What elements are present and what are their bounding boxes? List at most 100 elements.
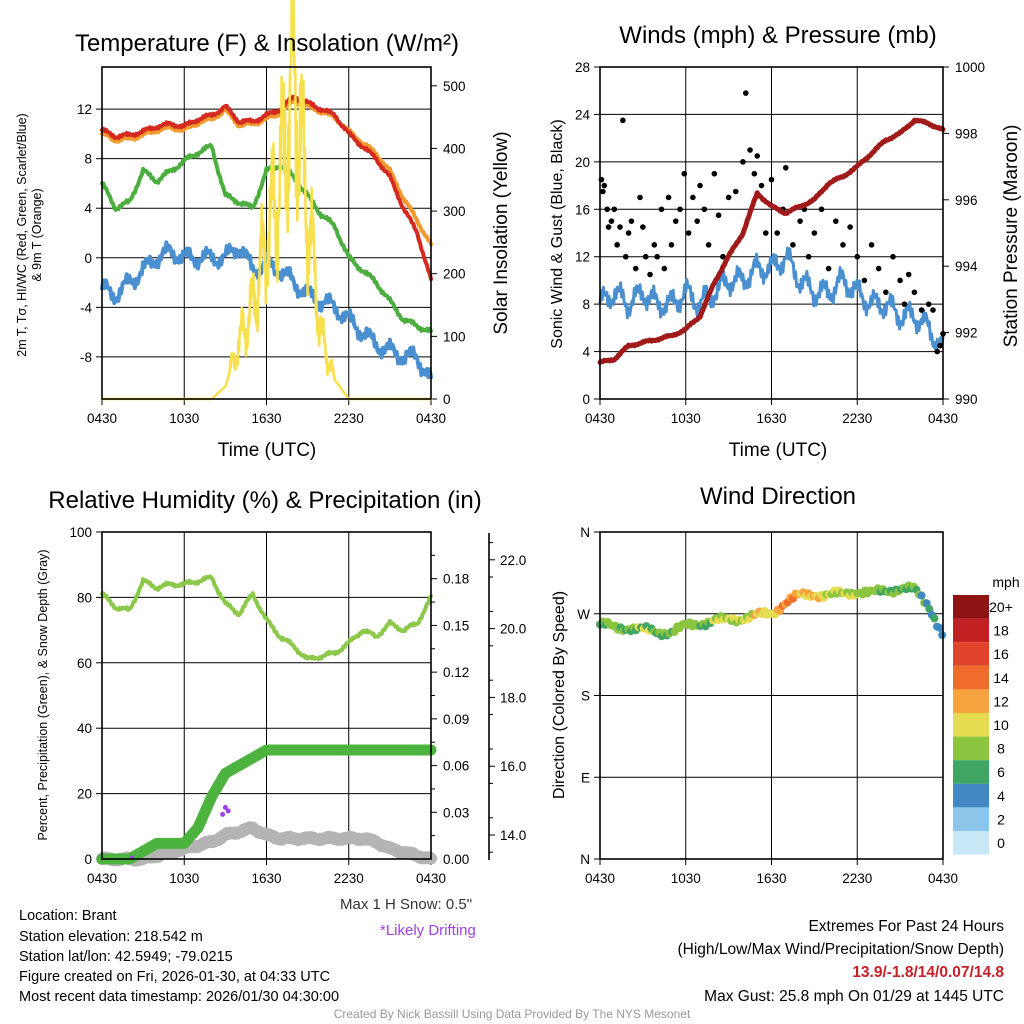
gust-point	[642, 253, 649, 260]
extremes-legend: (High/Low/Max Wind/Precipitation/Snow De…	[677, 941, 1005, 958]
wind-left-ytick-label: 8	[582, 297, 590, 312]
wind-xtick-label: 1630	[756, 411, 786, 426]
colorbar-swatch	[953, 618, 989, 643]
gust-point	[925, 301, 932, 307]
gust-point	[868, 242, 875, 248]
wind-left-ytick-label: 4	[582, 345, 590, 360]
rh-left-ytick-label: 20	[77, 787, 92, 802]
rh-left-ytick-label: 100	[69, 525, 92, 540]
direction-point	[938, 631, 947, 640]
gust-point	[720, 253, 726, 260]
series-red	[100, 94, 433, 282]
gust-point	[758, 182, 765, 189]
direction-point	[917, 591, 926, 600]
dir-title: Wind Direction	[699, 483, 857, 510]
rh-left-ytick-label: 0	[84, 852, 92, 867]
gust-point	[790, 242, 796, 248]
direction-point	[930, 614, 939, 623]
temp-ylabel-right: Solar Insolation (Yellow)	[491, 131, 512, 335]
gust-point	[897, 277, 903, 284]
gust-point	[742, 90, 749, 96]
gust-point	[711, 170, 718, 177]
wind-left-ytick-label: 28	[575, 60, 590, 75]
wind-xlabel: Time (UTC)	[728, 440, 828, 461]
wind-title: Winds (mph) & Pressure (mb)	[619, 22, 937, 49]
info-latlon: Station lat/lon: 42.5949; -79.0215	[19, 949, 233, 965]
dir-xtick-label: 2230	[842, 871, 872, 886]
gust-point	[840, 242, 846, 248]
rh-xtick-label: 1630	[251, 871, 281, 886]
gust-point	[654, 253, 660, 260]
drifting-point	[222, 804, 228, 810]
wind-right-ytick-label: 996	[955, 193, 978, 208]
colorbar-label: 18	[993, 623, 1009, 639]
gust-point	[661, 265, 668, 272]
wind-right-ytick-label: 992	[955, 326, 978, 341]
gust-point	[685, 230, 692, 236]
temp-xtick-label: 2230	[334, 411, 364, 426]
temp-right-ytick-label: 500	[443, 79, 466, 94]
dir-xtick-label: 1630	[756, 871, 786, 886]
colorbar-label: 6	[997, 764, 1005, 780]
gust-point	[754, 153, 761, 159]
info-elevation: Station elevation: 218.542 m	[19, 929, 203, 945]
gust-point	[797, 218, 803, 224]
direction-point	[935, 623, 944, 632]
gust-point	[774, 230, 781, 236]
colorbar-swatch	[953, 665, 989, 690]
gust-point	[681, 170, 688, 177]
gust-point	[605, 224, 612, 230]
wind-right-ytick-label: 990	[955, 392, 978, 407]
temp-left-ytick-label: 0	[84, 251, 92, 266]
extremes-title: Extremes For Past 24 Hours	[808, 918, 1004, 935]
temp-ylabel: 2m T, Tσ, HI/WC (Red, Green, Scarlet/Blu…	[15, 55, 45, 415]
gust-point	[740, 159, 746, 165]
colorbar-swatch	[953, 783, 989, 808]
colorbar-label: 12	[993, 693, 1009, 709]
temp-right-ytick-label: 0	[443, 392, 451, 407]
temp-axes	[101, 67, 432, 405]
gust-point	[847, 224, 853, 230]
precip-ytick-label: 0.18	[443, 572, 469, 587]
rh-xtick-label: 0430	[416, 871, 446, 886]
temp-xtick-label: 1030	[169, 411, 199, 426]
gust-point	[600, 188, 606, 195]
rh-xtick-label: 1030	[169, 871, 199, 886]
gust-point	[651, 242, 658, 248]
gust-point	[640, 224, 646, 230]
dir-ytick-label-S: S	[581, 689, 590, 704]
wind-right-ytick-label: 1000	[955, 60, 985, 75]
colorbar-label: 8	[997, 741, 1005, 757]
gust-point	[625, 230, 632, 236]
dir-axes	[599, 532, 944, 865]
precip-ytick-label: 0.06	[443, 759, 469, 774]
wind-xtick-label: 2230	[842, 411, 872, 426]
gust-point	[725, 194, 732, 201]
dir-ytick-label-W: W	[577, 607, 590, 622]
gust-point	[617, 224, 623, 230]
info-created: Figure created on Fri, 2026-01-30, at 04…	[19, 969, 331, 985]
drifting-point	[225, 808, 231, 814]
gust-point	[861, 277, 868, 284]
gust-point	[677, 206, 683, 213]
gust-point	[658, 206, 665, 213]
gust-point	[732, 188, 739, 195]
wind-left-ytick-label: 16	[575, 202, 590, 217]
series-snow-depth	[96, 821, 437, 867]
gust-point	[825, 265, 832, 272]
precip-ytick-label: 0.03	[443, 805, 469, 820]
snow-ytick-label: 20.0	[500, 622, 526, 637]
rh-frame	[101, 531, 432, 860]
gust-point	[918, 307, 925, 313]
temp-ylabel-line1: 2m T, Tσ, HI/WC (Red, Green, Scarlet/Blu…	[15, 113, 29, 357]
dir-ytick-label-E: E	[581, 770, 590, 785]
snow-ytick-label: 22.0	[500, 553, 526, 568]
colorbar-swatch	[953, 713, 989, 737]
gust-point	[811, 230, 818, 236]
colorbar-label: 2	[997, 811, 1005, 827]
gust-point	[672, 218, 679, 224]
drift-label: *Likely Drifting	[380, 922, 476, 939]
dir-frame	[599, 531, 944, 860]
wind-left-ytick-label: 12	[575, 250, 590, 265]
credit: Created By Nick Bassill Using Data Provi…	[333, 1007, 691, 1021]
